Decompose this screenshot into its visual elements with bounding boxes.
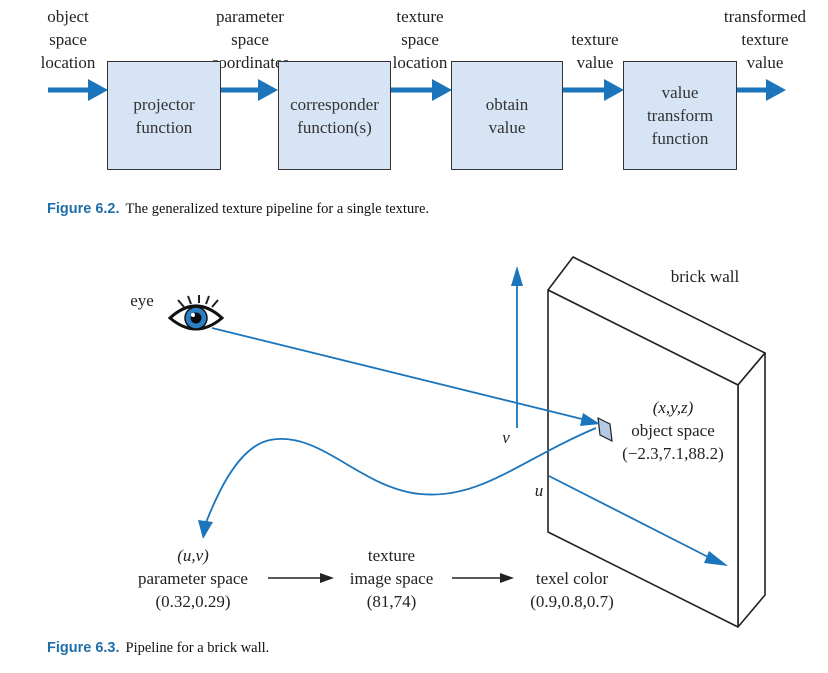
texel-color-label: texel color (0.9,0.8,0.7) bbox=[530, 569, 614, 611]
image-to-texel-arrow bbox=[452, 573, 514, 583]
eye-icon bbox=[167, 295, 225, 331]
pipeline-arrow-3 bbox=[390, 79, 452, 101]
figure-6-3-label: Figure 6.3. bbox=[47, 640, 120, 656]
label-texture-space-location: texture space location bbox=[392, 7, 448, 72]
texture-image-space-label: texture image space (81,74) bbox=[349, 546, 434, 611]
pipeline-arrow-2 bbox=[220, 79, 278, 101]
parameter-space-label: (u,v) parameter space (0.32,0.29) bbox=[138, 546, 248, 611]
figure-6-3-caption: Figure 6.3. Pipeline for a brick wall. bbox=[47, 640, 269, 657]
pipeline-arrow-1 bbox=[48, 79, 108, 101]
brick-wall bbox=[547, 256, 766, 628]
object-space-label: (x,y,z) object space (−2.3,7.1,88.2) bbox=[622, 398, 724, 463]
figure-6-2-text: The generalized texture pipeline for a s… bbox=[125, 201, 430, 217]
view-ray-arrow bbox=[211, 327, 600, 426]
projector-function-box: projector function bbox=[107, 61, 221, 170]
value-transform-function-box: value transform function bbox=[623, 61, 737, 170]
label-texture-value: texture value bbox=[571, 30, 619, 72]
u-axis-arrow bbox=[548, 475, 728, 566]
eye-label: eye bbox=[130, 291, 154, 310]
figure-6-2-caption: Figure 6.2. The generalized texture pipel… bbox=[47, 201, 429, 218]
label-parameter-space-coordinates: parameter space coordinates bbox=[210, 7, 290, 72]
pipeline-arrow-5 bbox=[736, 79, 786, 101]
obtain-value-box: obtain value bbox=[451, 61, 563, 170]
label-transformed-texture-value: transformed texture value bbox=[723, 7, 807, 72]
object-point bbox=[597, 416, 613, 443]
figure-6-3-text: Pipeline for a brick wall. bbox=[125, 640, 270, 656]
u-axis-label: u bbox=[534, 481, 544, 500]
corresponder-function-box: corresponder function(s) bbox=[278, 61, 391, 170]
label-object-space-location: object space location bbox=[40, 7, 96, 72]
projector-curve-arrow bbox=[198, 427, 597, 539]
brick-wall-label: brick wall bbox=[670, 267, 740, 286]
v-axis-label: v bbox=[502, 428, 510, 447]
param-to-image-arrow bbox=[268, 573, 334, 583]
figure-6-2-label: Figure 6.2. bbox=[47, 201, 120, 217]
pipeline-arrow-4 bbox=[562, 79, 624, 101]
